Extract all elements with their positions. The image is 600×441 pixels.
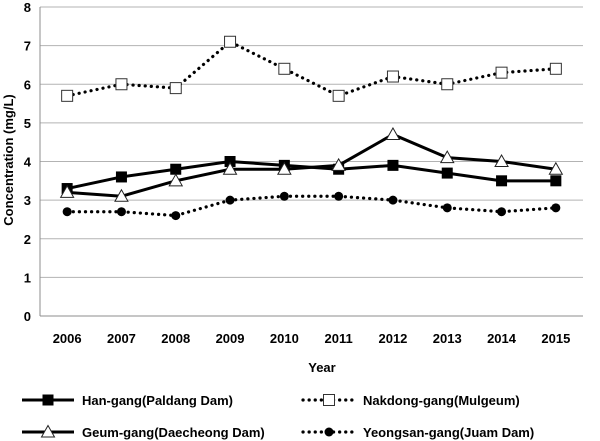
legend-item: Geum-gang(Daecheong Dam) xyxy=(22,424,265,440)
data-point xyxy=(115,171,127,183)
y-tick-label: 4 xyxy=(24,155,32,170)
x-axis-title: Year xyxy=(308,360,335,375)
legend-marker xyxy=(323,394,335,406)
y-tick-label: 5 xyxy=(24,116,31,131)
data-point xyxy=(386,70,399,83)
legend-label: Geum-gang(Daecheong Dam) xyxy=(82,425,265,440)
y-tick-label: 8 xyxy=(24,0,31,15)
legend-label: Han-gang(Paldang Dam) xyxy=(82,393,233,408)
x-tick-label: 2014 xyxy=(487,331,517,346)
x-tick-label: 2008 xyxy=(161,331,190,346)
x-tick-label: 2007 xyxy=(107,331,136,346)
data-point xyxy=(497,207,507,217)
x-tick-label: 2013 xyxy=(433,331,462,346)
y-tick-label: 3 xyxy=(24,193,31,208)
data-point xyxy=(59,184,75,198)
legend-item: Han-gang(Paldang Dam) xyxy=(22,393,233,408)
data-point xyxy=(441,78,454,91)
series-line xyxy=(65,39,558,98)
data-point xyxy=(278,62,291,75)
legend-item: Nakdong-gang(Mulgeum) xyxy=(301,393,520,408)
series-line xyxy=(65,194,558,218)
series-group xyxy=(59,35,564,221)
data-point xyxy=(495,66,508,79)
legend-marker xyxy=(42,394,54,406)
series-2 xyxy=(59,126,564,202)
legend-label: Nakdong-gang(Mulgeum) xyxy=(363,393,520,408)
data-point xyxy=(62,207,72,217)
series-line xyxy=(67,132,557,198)
data-point xyxy=(496,175,508,187)
data-point xyxy=(116,207,126,217)
data-point xyxy=(168,173,184,187)
data-point xyxy=(115,78,128,91)
x-tick-label: 2012 xyxy=(378,331,407,346)
data-point xyxy=(224,35,237,48)
data-point xyxy=(551,203,561,213)
x-tick-labels: 2006 2007 2008 2009 2010 2011 2012 2013 2014 2015 xyxy=(53,331,571,346)
data-point xyxy=(494,153,509,167)
legend-item: Yeongsan-gang(Juam Dam) xyxy=(301,425,534,440)
series-3 xyxy=(62,191,561,221)
data-point xyxy=(171,211,181,221)
y-tick-label: 1 xyxy=(24,270,31,285)
legend: Han-gang(Paldang Dam) Nakdong-gang(Mulgeu… xyxy=(22,393,534,440)
y-tick-label: 0 xyxy=(24,309,31,324)
data-point xyxy=(331,157,347,171)
x-tick-label: 2015 xyxy=(541,331,570,346)
series-0 xyxy=(61,156,562,195)
data-point xyxy=(225,195,235,205)
legend-marker xyxy=(324,427,334,437)
data-point xyxy=(387,159,399,171)
data-point xyxy=(442,203,452,213)
data-point xyxy=(439,150,455,164)
series-line xyxy=(66,159,556,191)
data-point xyxy=(61,89,74,102)
y-tick-label: 7 xyxy=(24,39,31,54)
data-point xyxy=(332,89,345,102)
data-point xyxy=(169,82,182,95)
data-point xyxy=(334,191,344,201)
y-tick-label: 2 xyxy=(24,232,31,247)
y-tick-labels: 0 1 2 3 4 5 6 7 8 xyxy=(24,0,32,324)
data-point xyxy=(276,161,292,175)
data-point xyxy=(549,62,562,75)
x-tick-label: 2010 xyxy=(270,331,299,346)
x-tick-label: 2009 xyxy=(216,331,245,346)
data-point xyxy=(550,175,562,187)
data-point xyxy=(279,191,289,201)
x-tick-label: 2006 xyxy=(53,331,82,346)
data-point xyxy=(222,161,238,175)
legend-label: Yeongsan-gang(Juam Dam) xyxy=(363,425,534,440)
y-axis-title: Concentration (mg/L) xyxy=(1,94,16,225)
data-point xyxy=(548,161,564,175)
data-point xyxy=(114,188,129,202)
grid-lines xyxy=(40,6,583,278)
data-point xyxy=(385,126,401,140)
data-point xyxy=(170,163,182,175)
series-1 xyxy=(61,35,562,102)
axes xyxy=(39,7,583,317)
data-point xyxy=(441,167,453,179)
data-point xyxy=(388,195,398,205)
legend-marker xyxy=(40,424,56,438)
y-tick-label: 6 xyxy=(24,77,31,92)
x-tick-label: 2011 xyxy=(325,331,353,346)
